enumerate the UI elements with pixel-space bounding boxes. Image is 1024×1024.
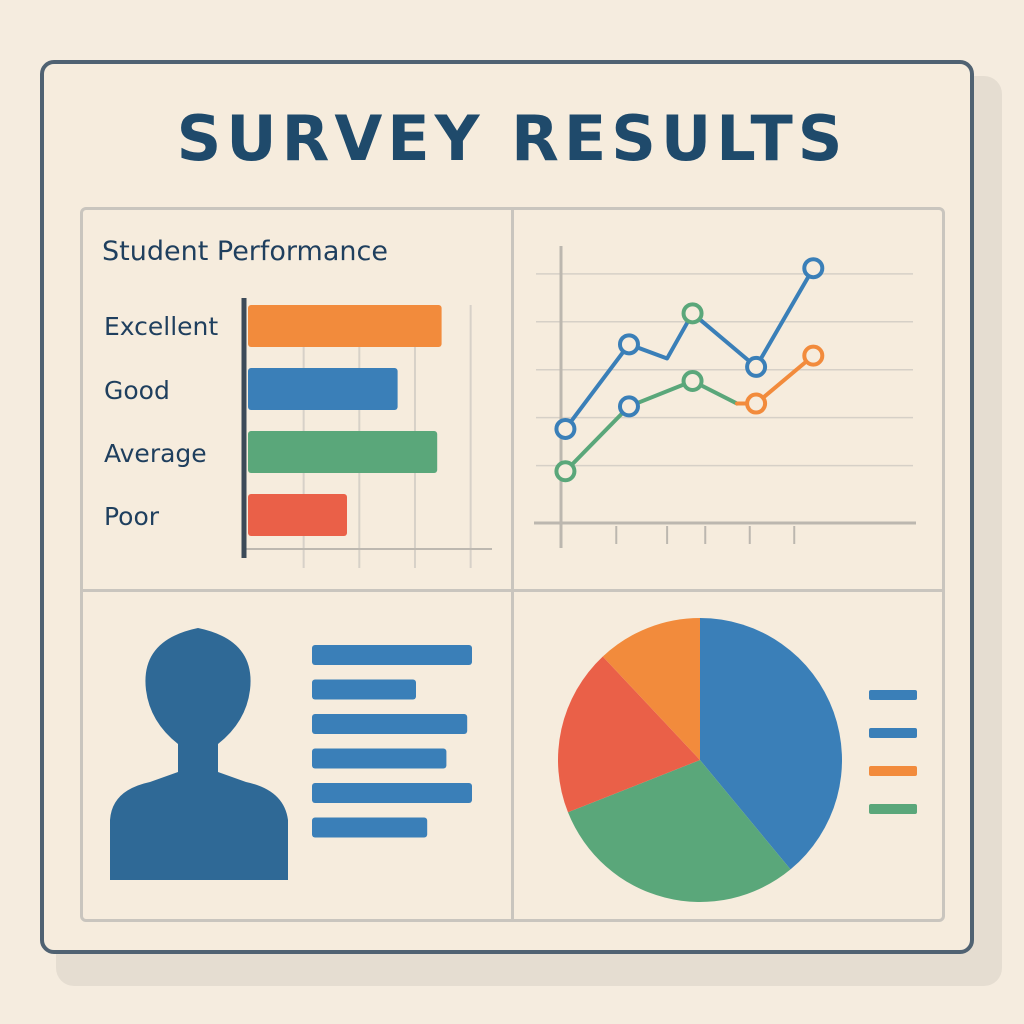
line-point-marker	[554, 417, 577, 440]
profile-text-line	[312, 679, 416, 700]
bar-poor	[248, 494, 347, 536]
bar-label-good: Good	[104, 376, 170, 405]
line-point-marker	[802, 257, 825, 280]
bar-good	[248, 368, 398, 410]
bar-average	[248, 431, 438, 473]
profile-text-line	[312, 645, 472, 665]
bar-chart-title: Student Performance	[102, 236, 388, 267]
pie-legend-swatch	[869, 690, 917, 700]
line-point-marker	[745, 355, 768, 378]
profile-text-line	[312, 748, 447, 769]
line-point-marker	[554, 460, 577, 483]
line-point-marker	[745, 392, 768, 415]
pie-legend-swatch	[869, 804, 917, 814]
pie-legend-swatch	[869, 766, 917, 776]
bar-label-excellent: Excellent	[104, 312, 219, 341]
page-title: SURVEY RESULTS	[176, 102, 848, 175]
line-series-blue	[563, 266, 816, 431]
pie-legend-swatch	[869, 728, 917, 738]
profile-text-line	[312, 783, 472, 803]
line-point-marker	[681, 370, 704, 392]
bar-label-average: Average	[104, 439, 207, 468]
bar-excellent	[248, 305, 442, 347]
bar-label-poor: Poor	[104, 502, 160, 531]
line-point-marker	[802, 344, 825, 367]
pie-slice-blue	[700, 618, 842, 870]
profile-text-line	[312, 817, 428, 838]
person-silhouette-icon	[110, 628, 288, 880]
line-point-marker	[617, 395, 640, 418]
line-point-marker	[681, 302, 704, 325]
line-series-green	[563, 379, 740, 474]
pie-slice-green	[567, 760, 791, 902]
pie-slice-red	[558, 656, 700, 813]
profile-text-line	[312, 714, 468, 734]
line-point-marker	[617, 333, 640, 356]
pie-slice-orange	[602, 618, 700, 760]
